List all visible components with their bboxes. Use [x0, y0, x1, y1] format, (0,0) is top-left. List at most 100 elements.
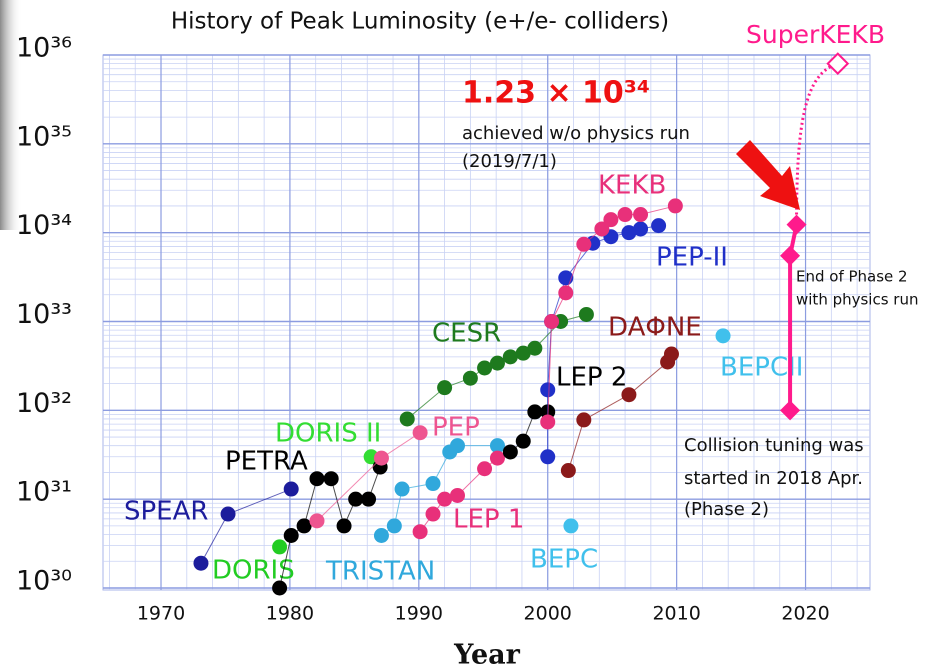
chart-title: History of Peak Luminosity (e+/e- collid…: [171, 9, 669, 35]
point: [309, 471, 325, 487]
annotation: started in 2018 Apr.: [684, 468, 863, 489]
point: [560, 463, 576, 479]
point: [633, 207, 649, 223]
point: [309, 513, 325, 529]
point: [220, 506, 236, 522]
point: [544, 314, 560, 329]
point: [449, 438, 465, 454]
point: [296, 518, 312, 534]
point: [617, 207, 633, 223]
point: [193, 555, 209, 571]
arrow: [736, 140, 800, 210]
point: [540, 449, 556, 465]
point: [502, 444, 518, 460]
series-label: LEP 2: [556, 363, 627, 393]
x-tick-label: 2010: [652, 603, 700, 625]
series-label: LEP 1: [453, 505, 524, 535]
point: [780, 400, 801, 421]
point: [633, 221, 649, 237]
series-label: DORIS: [212, 556, 295, 586]
annotation: End of Phase 2: [796, 268, 908, 286]
point: [437, 491, 453, 507]
point: [449, 487, 465, 503]
point: [412, 524, 428, 540]
y-tick-label: 10³⁵: [16, 121, 72, 152]
point: [425, 476, 441, 492]
annotation: with physics run: [796, 291, 919, 309]
series-label: DAΦNE: [608, 313, 702, 343]
point: [283, 481, 299, 497]
edge-shadow: [0, 0, 22, 230]
point: [515, 433, 531, 449]
point: [477, 360, 493, 376]
point: [477, 461, 493, 477]
grid: [102, 54, 871, 591]
point: [373, 527, 389, 543]
annotation: Collision tuning was: [684, 435, 864, 456]
series-label: PETRA: [225, 447, 308, 477]
series-label: PEP-II: [656, 243, 728, 273]
point: [272, 580, 288, 596]
series-label: KEKB: [598, 171, 666, 201]
x-tick-label: 1970: [137, 603, 185, 625]
y-tick-label: 10³⁰: [16, 566, 72, 597]
point: [373, 450, 389, 466]
point: [603, 212, 619, 228]
point: [412, 425, 428, 441]
point: [527, 340, 543, 356]
point: [489, 355, 505, 371]
point: [651, 218, 667, 234]
point: [594, 221, 610, 237]
y-tick-label: 10³³: [16, 299, 72, 330]
point: [786, 214, 807, 235]
point: [502, 349, 518, 365]
point: [399, 411, 415, 427]
point: [527, 404, 543, 420]
x-axis-label: Year: [453, 640, 521, 671]
target-marker: [826, 52, 850, 76]
point: [578, 306, 594, 322]
projection-line: [795, 62, 839, 225]
series-label: DORIS II: [275, 419, 381, 449]
annotation: (2019/7/1): [462, 151, 557, 172]
y-tick-label: 10³⁴: [16, 210, 72, 241]
series-label: PEP: [432, 413, 480, 443]
point: [437, 380, 453, 396]
x-tick-label: 1990: [395, 603, 443, 625]
point: [563, 518, 579, 534]
point: [348, 491, 364, 507]
point: [621, 225, 637, 241]
point: [663, 346, 679, 362]
point: [462, 370, 478, 386]
point: [283, 527, 299, 543]
y-tick-label: 10³²: [16, 388, 72, 419]
series-label: SPEAR: [124, 497, 208, 527]
series-label: TRISTAN: [325, 557, 435, 587]
point: [715, 328, 731, 344]
point: [336, 518, 352, 534]
point: [489, 438, 505, 454]
x-tick-label: 1980: [266, 603, 314, 625]
point: [394, 481, 410, 497]
x-tick-label: 2020: [781, 603, 829, 625]
point: [386, 518, 402, 534]
point: [576, 412, 592, 428]
point: [361, 491, 377, 507]
point: [621, 387, 637, 403]
annotation: 1.23 × 10³⁴: [462, 76, 650, 111]
point: [540, 414, 556, 430]
point: [558, 285, 574, 301]
point: [489, 450, 505, 466]
point: [515, 345, 531, 361]
series-label: SuperKEKB: [746, 20, 885, 49]
annotation: achieved w/o physics run: [462, 123, 690, 144]
point: [272, 539, 288, 555]
series-label: CESR: [432, 319, 501, 349]
y-tick-label: 10³⁶: [16, 33, 72, 64]
x-tick-label: 2000: [524, 603, 572, 625]
point: [323, 471, 339, 487]
point: [540, 382, 556, 398]
point: [576, 236, 592, 252]
